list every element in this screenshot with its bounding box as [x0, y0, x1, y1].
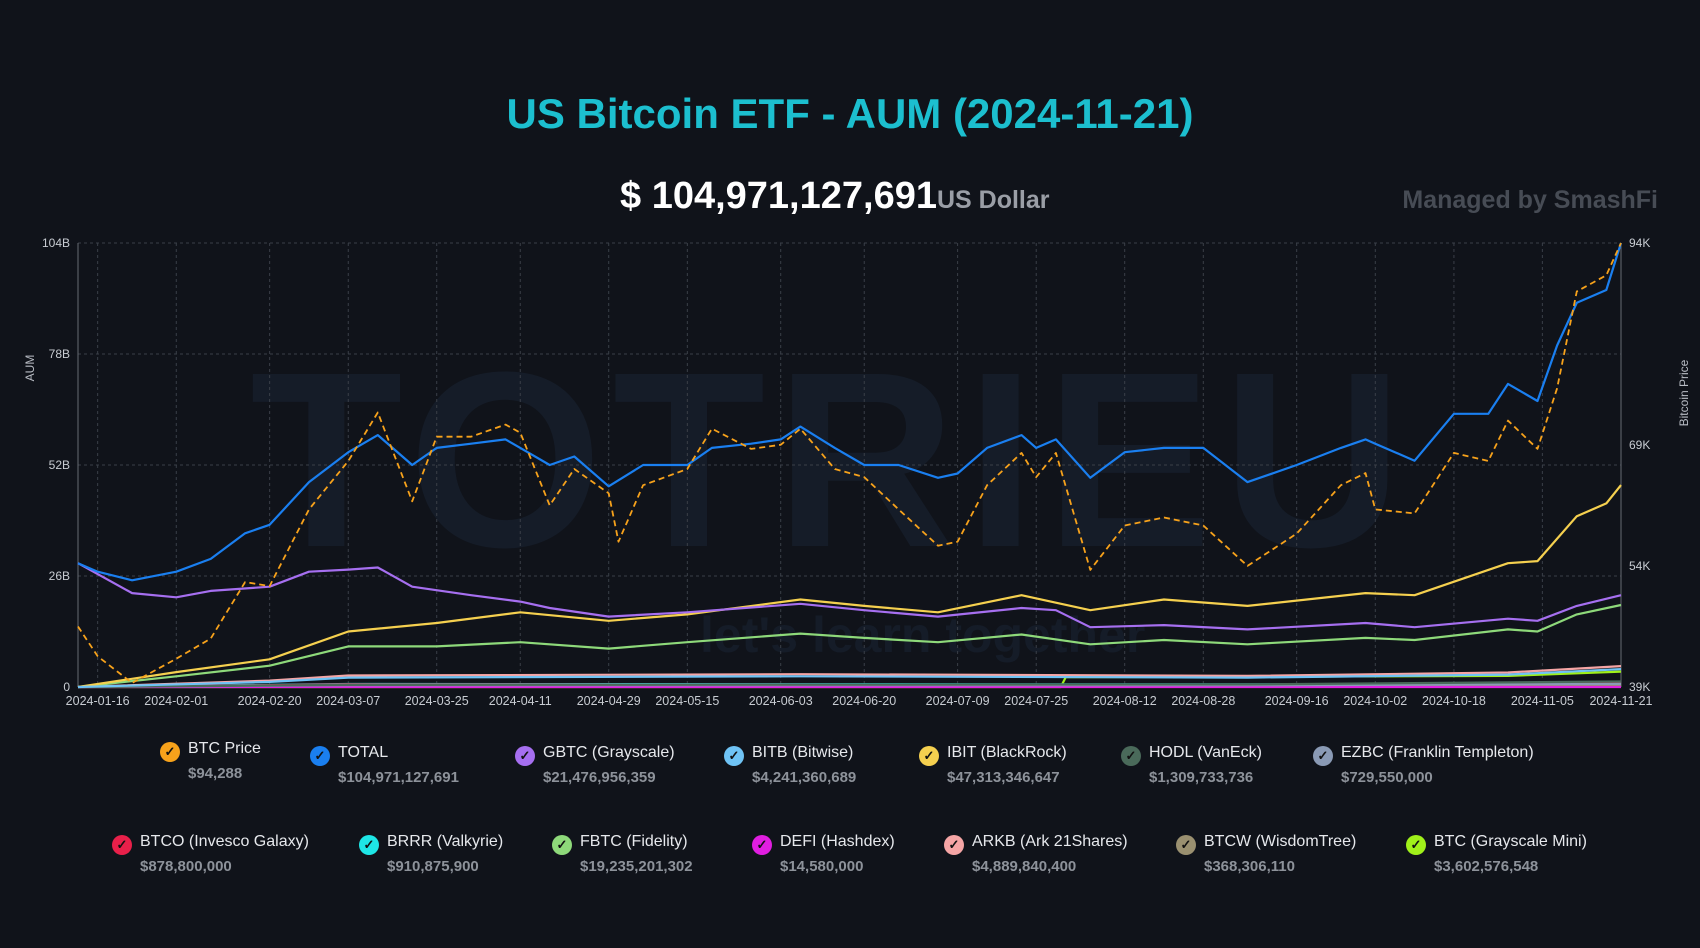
x-tick-label: 2024-03-07 [316, 694, 380, 708]
page-title: US Bitcoin ETF - AUM (2024-11-21) [506, 90, 1194, 137]
checkbox-checked-icon[interactable]: ✓ [160, 742, 180, 762]
legend-value: $21,476,956,359 [543, 769, 656, 786]
x-tick-label: 2024-06-03 [749, 694, 813, 708]
series-line-gbtc-grayscale- [77, 562, 1622, 631]
series-line-ibit-blackrock- [77, 484, 1622, 689]
y2-tick-label: 94K [1629, 236, 1650, 250]
legend-label: DEFI (Hashdex) [780, 833, 895, 850]
legend-value: $3,602,576,548 [1434, 858, 1539, 875]
x-tick-label: 2024-03-25 [405, 694, 469, 708]
x-tick-label: 2024-10-02 [1343, 694, 1407, 708]
legend-value: $47,313,346,647 [947, 769, 1060, 786]
x-tick-label: 2024-04-29 [577, 694, 641, 708]
y2-axis-label: Bitcoin Price [1677, 359, 1691, 426]
legend-label: TOTAL [338, 744, 389, 761]
legend-value: $4,241,360,689 [752, 769, 857, 786]
total-aum-value: $ 104,971,127,691 [620, 175, 937, 217]
x-tick-label: 2024-09-16 [1265, 694, 1329, 708]
y-tick-label: 78B [49, 347, 70, 361]
legend-label: BITB (Bitwise) [752, 744, 854, 761]
checkbox-checked-icon[interactable]: ✓ [752, 835, 772, 855]
legend-value: $1,309,733,736 [1149, 769, 1254, 786]
managed-by-label: Managed by SmashFi [1402, 186, 1658, 214]
x-tick-label: 2024-06-20 [832, 694, 896, 708]
checkbox-checked-icon[interactable]: ✓ [1121, 746, 1141, 766]
watermark-text: TOTRIEU [250, 320, 1413, 599]
y-tick-label: 0 [63, 680, 70, 694]
checkbox-checked-icon[interactable]: ✓ [1313, 746, 1333, 766]
x-tick-label: 2024-05-15 [655, 694, 719, 708]
checkbox-checked-icon[interactable]: ✓ [515, 746, 535, 766]
x-tick-label: 2024-01-16 [66, 694, 130, 708]
legend-value: $910,875,900 [387, 858, 479, 875]
checkbox-checked-icon[interactable]: ✓ [944, 835, 964, 855]
checkbox-checked-icon[interactable]: ✓ [919, 746, 939, 766]
legend-label: ARKB (Ark 21Shares) [972, 833, 1128, 850]
legend-label: HODL (VanEck) [1149, 744, 1262, 761]
legend-label: EZBC (Franklin Templeton) [1341, 744, 1534, 761]
legend-value: $368,306,110 [1204, 858, 1295, 875]
y-tick-label: 52B [49, 458, 70, 472]
legend-value: $19,235,201,302 [580, 858, 693, 875]
legend-label: FBTC (Fidelity) [580, 833, 688, 850]
legend-value: $729,550,000 [1341, 769, 1433, 786]
checkbox-checked-icon[interactable]: ✓ [552, 835, 572, 855]
series-line-bitb-bitwise- [77, 668, 1622, 689]
x-tick-label: 2024-07-25 [1004, 694, 1068, 708]
y2-tick-label: 39K [1629, 680, 1650, 694]
legend-label: BTC Price [188, 740, 261, 757]
checkbox-checked-icon[interactable]: ✓ [1176, 835, 1196, 855]
legend-label: BTCW (WisdomTree) [1204, 833, 1357, 850]
legend-label: BRRR (Valkyrie) [387, 833, 504, 850]
checkbox-checked-icon[interactable]: ✓ [1406, 835, 1426, 855]
total-aum: $ 104,971,127,691US Dollar [620, 175, 1050, 218]
checkbox-checked-icon[interactable]: ✓ [724, 746, 744, 766]
y-tick-label: 26B [49, 569, 70, 583]
x-tick-label: 2024-02-20 [238, 694, 302, 708]
legend-label: BTCO (Invesco Galaxy) [140, 833, 309, 850]
y-tick-label: 104B [42, 236, 70, 250]
checkbox-checked-icon[interactable]: ✓ [112, 835, 132, 855]
legend-label: GBTC (Grayscale) [543, 744, 675, 761]
checkbox-checked-icon[interactable]: ✓ [359, 835, 379, 855]
x-tick-label: 2024-04-11 [489, 694, 552, 708]
legend-value: $4,889,840,400 [972, 858, 1077, 875]
x-tick-label: 2024-11-05 [1511, 694, 1574, 708]
x-tick-label: 2024-11-21 [1589, 694, 1652, 708]
x-tick-label: 2024-07-09 [926, 694, 990, 708]
legend-value: $94,288 [188, 765, 243, 782]
legend-label: BTC (Grayscale Mini) [1434, 833, 1587, 850]
legend-value: $104,971,127,691 [338, 769, 459, 786]
y2-tick-label: 54K [1629, 559, 1650, 573]
legend-value: $878,800,000 [140, 858, 232, 875]
x-tick-label: 2024-08-28 [1171, 694, 1235, 708]
series-line-btc-price [77, 242, 1622, 684]
series-line-arkb-ark-21shares- [77, 665, 1622, 689]
legend-label: IBIT (BlackRock) [947, 744, 1067, 761]
checkbox-checked-icon[interactable]: ✓ [310, 746, 330, 766]
total-aum-unit: US Dollar [936, 186, 1050, 214]
series-line-fbtc-fidelity- [77, 603, 1622, 689]
x-tick-label: 2024-02-01 [144, 694, 208, 708]
x-tick-label: 2024-10-18 [1422, 694, 1486, 708]
legend-value: $14,580,000 [780, 858, 864, 875]
series-line-hodl-vaneck- [77, 680, 1622, 689]
series-line-total [77, 242, 1623, 582]
y2-tick-label: 69K [1629, 438, 1650, 452]
y-axis-label: AUM [23, 355, 37, 382]
x-tick-label: 2024-08-12 [1093, 694, 1157, 708]
